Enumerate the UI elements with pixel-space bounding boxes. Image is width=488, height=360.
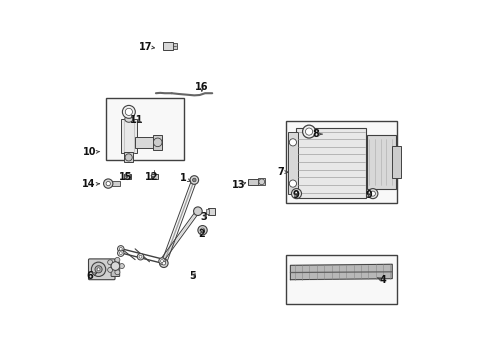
Circle shape xyxy=(107,260,112,265)
Bar xyxy=(391,146,400,178)
Text: 6: 6 xyxy=(86,271,93,281)
Circle shape xyxy=(193,207,202,216)
FancyBboxPatch shape xyxy=(88,259,115,280)
Text: 10: 10 xyxy=(82,147,96,157)
Bar xyxy=(205,209,208,214)
FancyBboxPatch shape xyxy=(111,262,120,276)
Circle shape xyxy=(117,250,124,256)
Circle shape xyxy=(289,139,296,146)
Circle shape xyxy=(137,253,143,260)
Text: 11: 11 xyxy=(129,115,142,125)
Circle shape xyxy=(291,189,301,199)
Text: 9: 9 xyxy=(292,190,299,200)
Circle shape xyxy=(91,262,105,276)
Text: 14: 14 xyxy=(82,179,96,189)
Bar xyxy=(366,135,395,189)
Circle shape xyxy=(119,252,122,255)
Text: 8: 8 xyxy=(311,129,318,139)
Circle shape xyxy=(111,262,120,270)
Circle shape xyxy=(200,228,204,232)
Text: 5: 5 xyxy=(189,271,196,281)
Text: 13: 13 xyxy=(231,180,245,190)
Circle shape xyxy=(367,189,377,199)
Circle shape xyxy=(153,138,162,147)
Polygon shape xyxy=(290,264,391,280)
Circle shape xyxy=(115,257,120,262)
Text: 12: 12 xyxy=(145,172,159,182)
Circle shape xyxy=(305,128,312,135)
Circle shape xyxy=(289,180,296,187)
Ellipse shape xyxy=(124,116,133,122)
Circle shape xyxy=(119,247,122,250)
Circle shape xyxy=(97,268,100,271)
Bar xyxy=(287,132,298,194)
Bar xyxy=(121,119,137,153)
Bar xyxy=(124,152,133,162)
Circle shape xyxy=(107,267,112,273)
Bar xyxy=(207,208,215,215)
Bar xyxy=(124,174,131,179)
Circle shape xyxy=(95,266,102,273)
Text: 4: 4 xyxy=(379,275,386,285)
Text: 2: 2 xyxy=(198,229,204,239)
Bar xyxy=(153,135,162,149)
Bar xyxy=(285,255,396,304)
Circle shape xyxy=(117,246,124,252)
Circle shape xyxy=(192,178,196,182)
Bar xyxy=(296,128,366,198)
Bar xyxy=(150,174,158,179)
Text: 16: 16 xyxy=(195,82,208,93)
Bar xyxy=(258,178,264,185)
Circle shape xyxy=(159,258,165,264)
Text: 9: 9 xyxy=(365,190,372,200)
Text: 17: 17 xyxy=(139,42,152,51)
Circle shape xyxy=(139,255,142,258)
Circle shape xyxy=(125,154,132,161)
Circle shape xyxy=(103,179,113,188)
Circle shape xyxy=(119,264,124,269)
Circle shape xyxy=(258,179,264,185)
Bar xyxy=(112,181,120,186)
Text: 1: 1 xyxy=(180,173,186,183)
Text: 15: 15 xyxy=(119,172,132,182)
Circle shape xyxy=(190,176,198,184)
Circle shape xyxy=(124,173,131,180)
Circle shape xyxy=(122,105,135,118)
Text: 7: 7 xyxy=(276,167,283,177)
Circle shape xyxy=(125,108,132,116)
Bar xyxy=(106,98,183,160)
Bar xyxy=(135,137,155,148)
Circle shape xyxy=(160,260,163,262)
Bar xyxy=(163,42,173,50)
Circle shape xyxy=(369,191,375,196)
Circle shape xyxy=(162,261,165,265)
Circle shape xyxy=(115,270,120,275)
Circle shape xyxy=(106,181,110,186)
Circle shape xyxy=(293,191,298,196)
Circle shape xyxy=(159,259,168,267)
Text: 3: 3 xyxy=(200,212,207,221)
Bar xyxy=(172,43,177,49)
Circle shape xyxy=(198,226,207,235)
Bar xyxy=(285,121,396,203)
Bar xyxy=(247,179,258,185)
Circle shape xyxy=(302,125,315,138)
